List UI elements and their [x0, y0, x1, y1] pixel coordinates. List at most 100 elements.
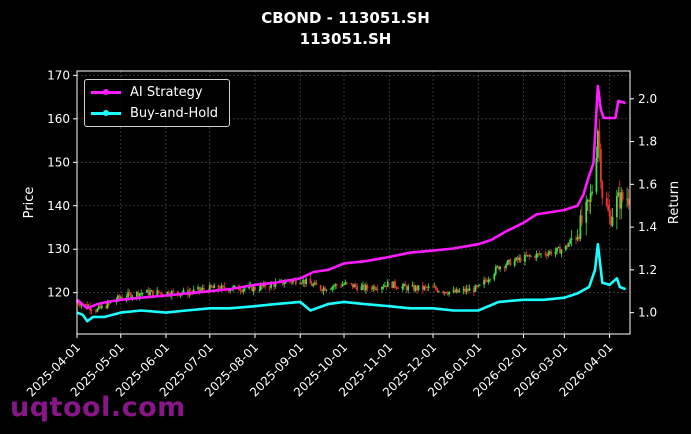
- candle-body: [350, 283, 353, 284]
- candle-body: [524, 254, 526, 262]
- candle-body: [580, 215, 583, 223]
- candle-body: [423, 286, 426, 290]
- y-right-tick-label: 1.0: [638, 306, 657, 320]
- candle-body: [556, 247, 558, 252]
- candle-body: [137, 291, 140, 297]
- candle-body: [343, 284, 345, 285]
- candle-body: [427, 286, 430, 288]
- candle-body: [242, 289, 245, 292]
- candle-body: [448, 291, 450, 295]
- candle-body: [475, 285, 478, 287]
- candle-body: [353, 284, 356, 288]
- candle-body: [366, 285, 369, 289]
- candle-body: [157, 290, 160, 293]
- candle-body: [620, 192, 623, 209]
- candle-body: [436, 289, 439, 292]
- candle-body: [95, 310, 97, 312]
- candle-body: [540, 253, 542, 255]
- candle-body: [79, 303, 81, 306]
- candle-body: [494, 266, 497, 274]
- candle-body: [395, 287, 398, 289]
- candle-body: [474, 285, 477, 292]
- candle-body: [118, 295, 121, 298]
- candle-body: [519, 257, 522, 262]
- candle-body: [445, 291, 448, 294]
- candle-body: [383, 285, 386, 287]
- y-left-axis-label: Price: [22, 187, 37, 219]
- candle-body: [407, 286, 410, 291]
- candle-body: [442, 291, 445, 293]
- candle-body: [356, 286, 359, 291]
- candle-body: [610, 216, 612, 226]
- candle-body: [254, 286, 256, 290]
- candle-body: [437, 291, 440, 293]
- candle-body: [376, 289, 379, 290]
- candle-body: [538, 253, 541, 255]
- candle-body: [526, 255, 529, 257]
- candle-body: [586, 199, 589, 202]
- candle-body: [397, 288, 399, 290]
- candle-body: [106, 301, 109, 309]
- candle-body: [579, 215, 582, 239]
- candle-body: [392, 281, 395, 288]
- candle-body: [261, 285, 264, 287]
- candle-body: [455, 289, 458, 293]
- candle-body: [324, 287, 326, 291]
- candle-body: [611, 217, 614, 226]
- candle-body: [213, 285, 216, 289]
- candle-body: [545, 254, 548, 256]
- legend: AI Strategy Buy-and-Hold: [84, 79, 230, 127]
- candle-body: [499, 266, 502, 270]
- candle-body: [513, 260, 516, 266]
- candle-body: [127, 292, 129, 298]
- candle-body: [413, 285, 415, 291]
- candle-body: [274, 282, 277, 287]
- candle-body: [252, 286, 255, 292]
- candle-body: [210, 284, 213, 288]
- candle-body: [518, 257, 521, 260]
- candle-body: [300, 283, 303, 284]
- candle-body: [149, 291, 151, 296]
- plot-frame: [76, 70, 631, 335]
- y-right-axis-label: Return: [667, 181, 682, 224]
- candle-body: [503, 266, 506, 269]
- candle-body: [554, 251, 557, 255]
- candle-body: [239, 290, 242, 292]
- candle-body: [290, 281, 293, 283]
- candle-body: [344, 282, 347, 285]
- candle-body: [381, 287, 383, 290]
- candle-body: [443, 291, 446, 293]
- candle-body: [570, 238, 573, 240]
- candle-body: [595, 157, 598, 192]
- candle-body: [567, 243, 570, 247]
- candle-body: [375, 289, 378, 290]
- candle-body: [128, 292, 131, 294]
- candle-body: [404, 283, 407, 287]
- candle-body: [417, 285, 420, 291]
- candle-body: [201, 287, 204, 290]
- candle-body: [416, 286, 418, 291]
- candle-body: [229, 290, 232, 292]
- candle-body: [464, 288, 467, 292]
- candle-body: [289, 281, 291, 283]
- candle-body: [591, 191, 593, 194]
- candle-body: [489, 279, 491, 281]
- candle-body: [534, 255, 537, 258]
- candle-body: [331, 286, 334, 290]
- candle-body: [483, 279, 485, 285]
- candle-body: [311, 283, 313, 286]
- candle-body: [585, 201, 588, 223]
- candle-body: [386, 281, 389, 288]
- candle-body: [160, 292, 163, 295]
- candle-body: [402, 283, 405, 287]
- candle-body: [373, 286, 376, 290]
- candle-body: [516, 257, 519, 260]
- candle-body: [146, 289, 148, 293]
- candle-body: [525, 254, 528, 257]
- candle-body: [138, 293, 141, 297]
- candle-body: [99, 305, 102, 309]
- candle-body: [446, 293, 449, 295]
- candle-body: [222, 285, 224, 287]
- candle-body: [86, 304, 89, 308]
- candle-body: [223, 286, 226, 289]
